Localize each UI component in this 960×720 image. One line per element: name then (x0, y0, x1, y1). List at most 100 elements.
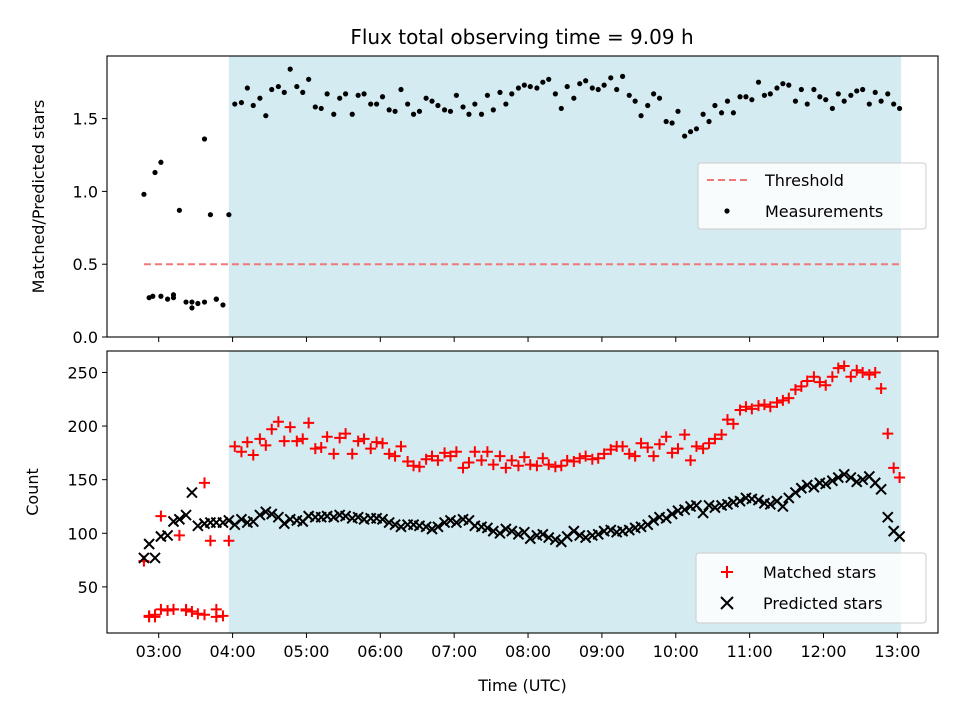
measurement-point (601, 82, 607, 88)
measurement-point (183, 299, 189, 305)
measurement-point (786, 82, 792, 88)
matched-point (537, 452, 549, 464)
matched-point (204, 535, 216, 547)
predicted-point (481, 522, 494, 534)
matched-point (346, 448, 358, 460)
y-axis-ticks: 0.0 0.5 1.0 1.5 (73, 110, 107, 347)
x-axis-ticks (158, 337, 898, 342)
predicted-point (777, 500, 789, 513)
x-tick-label: 12:00 (800, 642, 846, 661)
predicted-point (795, 482, 808, 494)
matched-point (814, 376, 826, 388)
matched-point (875, 383, 887, 395)
predicted-point (161, 529, 174, 542)
measurement-point (250, 102, 256, 109)
matched-point (635, 437, 647, 449)
measurement-point (466, 111, 472, 117)
matched-point (469, 446, 481, 458)
measurement-point (300, 89, 306, 95)
measurement-point (275, 83, 281, 90)
measurement-point (220, 302, 226, 308)
measurement-point (484, 92, 491, 98)
x-axis-label: Time (UTC) (477, 676, 566, 695)
predicted-point (882, 511, 894, 523)
predicted-point (734, 495, 746, 507)
measurement-point (429, 98, 435, 104)
measurement-point (226, 212, 232, 218)
measurement-point (374, 101, 380, 107)
measurement-point (896, 105, 903, 112)
measurement-point (534, 85, 540, 91)
matched-point (734, 404, 746, 416)
measurement-point (608, 75, 614, 81)
matched-point (568, 455, 580, 467)
predicted-point (801, 479, 813, 491)
matched-point (371, 436, 383, 448)
measurement-point (386, 107, 392, 113)
matched-point (592, 452, 604, 464)
matched-point (476, 454, 488, 466)
measurement-point (823, 97, 829, 103)
predicted-point (641, 518, 654, 531)
matched-point (383, 448, 395, 460)
measurement-point (379, 94, 386, 100)
x-tick-label: 13:00 (874, 642, 920, 661)
measurement-point (651, 91, 657, 97)
matched-point (838, 360, 850, 372)
predicted-point (278, 517, 290, 530)
measurement-point (170, 292, 177, 298)
measurement-point (423, 95, 429, 101)
counts-panel: 50 100 150 200 250 03:00 04:00 05:00 06:00 07:00… (23, 350, 939, 695)
matched-point (685, 454, 697, 466)
matched-point (247, 449, 259, 461)
measurement-point (460, 104, 466, 110)
x-axis-ticks: 03:00 04:00 05:00 06:00 07:00 08:00 09:00 10:00… (136, 633, 920, 661)
matched-point (413, 461, 425, 473)
matched-point (487, 459, 499, 471)
measurement-point (324, 91, 330, 97)
matched-point (408, 460, 420, 472)
measurement-point (835, 91, 841, 97)
measurement-point (675, 108, 681, 114)
legend: Matched stars Predicted stars (695, 552, 927, 624)
matched-point (155, 603, 167, 615)
measurement-point (626, 92, 632, 98)
matched-point (789, 384, 801, 396)
y-tick-label: 1.5 (73, 110, 98, 129)
matched-point (709, 433, 721, 445)
matched-point (426, 450, 438, 462)
matched-point (463, 457, 475, 469)
matched-point (494, 450, 506, 462)
matched-point (580, 450, 592, 462)
matched-point (808, 371, 820, 383)
measurement-point (577, 81, 583, 87)
predicted-point (752, 494, 765, 506)
predicted-point (186, 486, 198, 499)
matched-point (217, 610, 229, 622)
matched-point (149, 609, 161, 621)
matched-point (777, 394, 789, 406)
predicted-point (678, 503, 691, 516)
matched-point (291, 435, 303, 447)
predicted-point (506, 525, 518, 537)
measurement-point (405, 101, 411, 107)
matched-point (297, 433, 309, 445)
measurement-point (804, 101, 810, 107)
measurement-point (774, 85, 780, 91)
predicted-point (223, 514, 235, 527)
measurement-point (817, 94, 823, 100)
x-tick-label: 03:00 (136, 642, 182, 661)
matched-point (444, 450, 456, 462)
measurement-point (730, 110, 736, 116)
x-tick-label: 05:00 (283, 642, 329, 661)
matched-point (845, 371, 857, 383)
measurement-point (515, 85, 522, 91)
measurement-point (724, 98, 731, 104)
measurement-point (509, 91, 515, 97)
measurement-point (632, 98, 638, 104)
measurement-point (780, 81, 786, 87)
measurement-point (706, 118, 712, 125)
x-tick-label: 11:00 (727, 642, 773, 661)
matched-point (321, 431, 333, 443)
matched-point (303, 417, 315, 429)
